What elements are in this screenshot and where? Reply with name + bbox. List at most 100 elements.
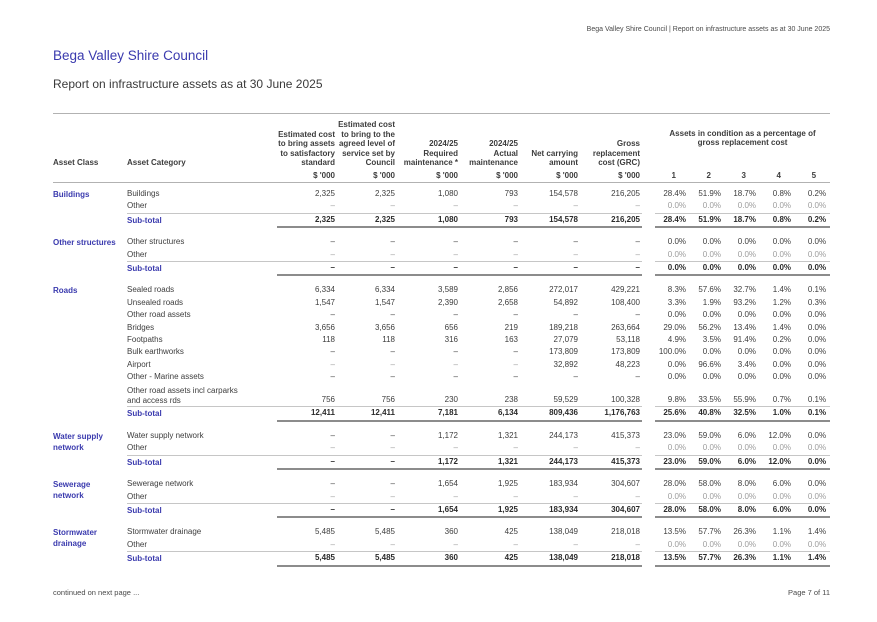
condition-cell: 0.0%: [690, 442, 725, 456]
condition-cell: 0.0%: [690, 248, 725, 262]
value-cell: –: [580, 538, 642, 553]
condition-cell: 57.6%: [698, 285, 721, 295]
gap-cell: [642, 503, 655, 517]
condition-cell: 58.0%: [698, 479, 721, 489]
value-cell: –: [397, 490, 460, 504]
condition-cell: 23.0%: [663, 430, 686, 440]
condition-cell: 0.0%: [807, 372, 827, 382]
condition-cell: 0.8%: [772, 188, 791, 198]
value-cell: –: [397, 248, 460, 262]
col-header-cost-2: 2024/25 Required maintenance *: [397, 112, 460, 169]
condition-cell: 18.7%: [733, 188, 756, 198]
value-cell: –: [390, 430, 395, 440]
value-cell: –: [635, 310, 640, 320]
subtotal-value-cell: –: [277, 261, 337, 277]
asset-category-cell: Stormwater drainage: [127, 527, 202, 537]
value-cell: 219: [504, 322, 518, 332]
value-cell: 2,856: [497, 285, 518, 295]
subtotal-label: Sub-total: [127, 264, 162, 273]
page-number: Page 7 of 11: [788, 588, 830, 597]
condition-cell: 0.0%: [667, 372, 686, 382]
value-cell: 756: [277, 383, 337, 408]
gap-cell: [642, 384, 655, 407]
subtotal-value-cell: –: [337, 503, 397, 519]
gap-cell: [642, 371, 655, 383]
subtotal-condition-cell: 32.5%: [725, 406, 760, 422]
asset-category-cell: Airport: [127, 359, 151, 369]
condition-cell: 3.4%: [737, 359, 756, 369]
condition-cell: 26.3%: [733, 527, 756, 537]
subtotal-value-cell: 244,173: [520, 455, 580, 471]
table-head: Asset Class Asset Category Estimated cost …: [53, 112, 831, 183]
condition-cell: 28.4%: [663, 188, 686, 198]
asset-category-cell: Other: [127, 248, 277, 262]
condition-cell: 0.0%: [807, 479, 827, 489]
table-row: Buildings Buildings 2,325 2,325 1,080 793 154,…: [53, 188, 830, 200]
gap-cell: [642, 249, 655, 262]
condition-cell: 6.0%: [737, 430, 756, 440]
condition-cell: 0.7%: [760, 383, 795, 408]
condition-cell: 0.1%: [795, 383, 831, 408]
asset-category-cell: Other: [127, 200, 277, 214]
condition-cell: 0.0%: [667, 359, 686, 369]
spacer-cell: [53, 227, 830, 236]
value-cell: 5,485: [314, 527, 335, 537]
asset-class-cell: Buildings: [53, 189, 90, 199]
value-cell: –: [277, 248, 337, 262]
value-cell: 100,328: [580, 383, 642, 408]
subtotal-row: Sub-total – –1,654 1,925 183,934 304,607 28.0%…: [53, 503, 831, 519]
value-cell: –: [453, 237, 458, 247]
table-row: Other - Marine assets – – – – – – 0.0% 0.0% 0.0% 0…: [53, 371, 830, 383]
value-cell: –: [390, 310, 395, 320]
subtotal-value-cell: 1,925: [460, 503, 520, 519]
value-cell: 656: [444, 322, 458, 332]
gap-cell: [642, 334, 655, 346]
condition-cell: 56.2%: [698, 322, 721, 332]
value-cell: –: [397, 200, 460, 214]
condition-cell: 3.3%: [667, 297, 686, 307]
value-cell: –: [390, 479, 395, 489]
value-cell: 1,321: [497, 430, 518, 440]
condition-cell: 0.0%: [725, 200, 760, 214]
table-row: Water supply network Water supply network…: [53, 430, 830, 452]
condition-cell: 0.0%: [702, 347, 721, 357]
table-row: Other – – – – – –0.0% 0.0% 0.0% 0.0% 0.0%: [53, 538, 831, 553]
subtotal-value-cell: –: [337, 455, 397, 471]
value-cell: –: [337, 248, 397, 262]
spacer-cell: [53, 275, 830, 284]
condition-cell: 1.9%: [702, 297, 721, 307]
condition-cell: 51.9%: [698, 188, 721, 198]
subtotal-condition-cell: 23.0%: [655, 455, 690, 471]
value-cell: –: [330, 479, 335, 489]
condition-cell: 9.8%: [655, 383, 690, 408]
condition-cell: 0.0%: [807, 237, 827, 247]
value-cell: 173,809: [549, 347, 578, 357]
value-cell: 1,080: [437, 188, 458, 198]
asset-category-cell: Bridges: [127, 322, 155, 332]
subtotal-value-cell: –: [580, 261, 642, 277]
spacer-row: [53, 517, 830, 526]
col-header-cost-4: Net carrying amount: [520, 112, 580, 169]
condition-cell: 93.2%: [733, 297, 756, 307]
value-cell: 3,589: [437, 285, 458, 295]
subtotal-condition-cell: 12.0%: [760, 455, 795, 471]
condition-cell: 0.0%: [795, 248, 831, 262]
header-empty-asset-category: [127, 168, 277, 183]
value-cell: 6,334: [374, 285, 395, 295]
condition-cell: 0.2%: [772, 335, 791, 345]
value-cell: –: [520, 248, 580, 262]
value-cell: 59,529: [520, 383, 580, 408]
value-cell: 32,892: [553, 359, 578, 369]
condition-cell: 0.0%: [655, 200, 690, 214]
subtotal-condition-cell: 28.4%: [655, 213, 690, 229]
table-row: Footpaths 118 118 316 163 27,079 53,118 4.9% 3.5…: [53, 334, 830, 346]
subtotal-condition-cell: 0.8%: [760, 213, 795, 229]
subtotal-value-cell: 12,411: [337, 406, 397, 422]
subtotal-condition-cell: 6.0%: [725, 455, 760, 471]
value-cell: –: [337, 200, 397, 214]
value-cell: –: [573, 372, 578, 382]
condition-cell: 32.7%: [733, 285, 756, 295]
gap-cell: [642, 262, 655, 276]
value-cell: –: [330, 359, 335, 369]
spacer-cell: [53, 517, 830, 526]
